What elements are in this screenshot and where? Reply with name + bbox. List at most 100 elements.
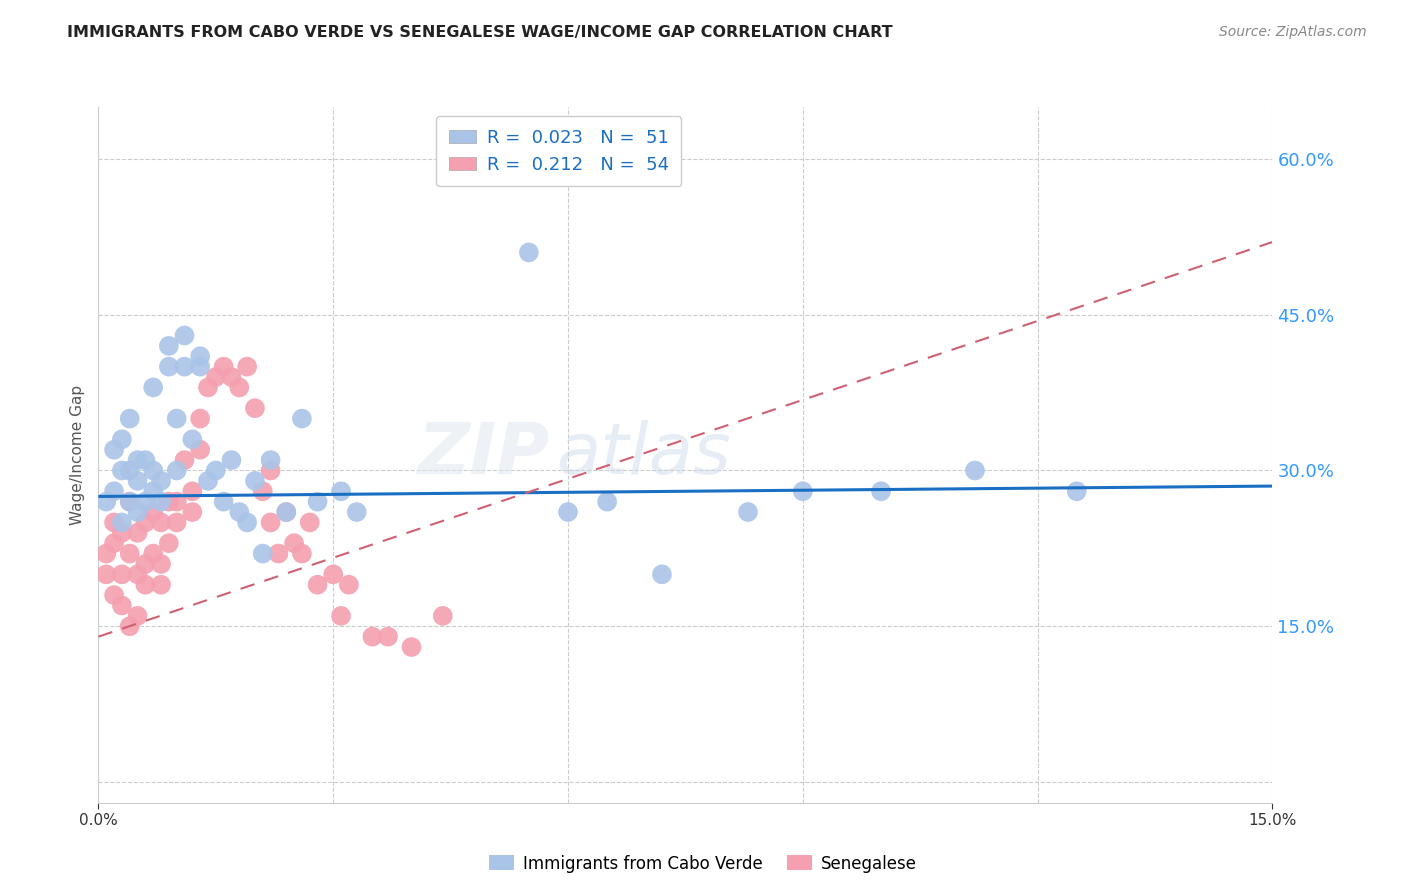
Point bbox=[111, 599, 134, 613]
Point bbox=[127, 505, 149, 519]
Point bbox=[517, 245, 540, 260]
Point bbox=[142, 380, 165, 394]
Point bbox=[737, 505, 759, 519]
Point bbox=[307, 578, 329, 592]
Text: IMMIGRANTS FROM CABO VERDE VS SENEGALESE WAGE/INCOME GAP CORRELATION CHART: IMMIGRANTS FROM CABO VERDE VS SENEGALESE… bbox=[67, 25, 893, 40]
Point bbox=[188, 442, 211, 457]
Point bbox=[173, 453, 195, 467]
Point bbox=[259, 516, 281, 530]
Point bbox=[142, 463, 165, 477]
Legend: Immigrants from Cabo Verde, Senegalese: Immigrants from Cabo Verde, Senegalese bbox=[482, 848, 924, 880]
Point bbox=[792, 484, 814, 499]
Point bbox=[127, 474, 149, 488]
Point bbox=[118, 619, 141, 633]
Point bbox=[212, 494, 235, 508]
Point bbox=[103, 484, 125, 499]
Point bbox=[142, 484, 165, 499]
Point bbox=[361, 630, 384, 644]
Point bbox=[142, 547, 165, 561]
Point bbox=[322, 567, 344, 582]
Point bbox=[118, 411, 141, 425]
Point bbox=[127, 608, 149, 623]
Point bbox=[377, 630, 399, 644]
Point bbox=[205, 463, 228, 477]
Point bbox=[557, 505, 579, 519]
Point bbox=[157, 536, 180, 550]
Text: Source: ZipAtlas.com: Source: ZipAtlas.com bbox=[1219, 25, 1367, 39]
Point bbox=[166, 494, 188, 508]
Point bbox=[330, 484, 353, 499]
Point bbox=[166, 516, 188, 530]
Point bbox=[236, 359, 259, 374]
Point bbox=[111, 516, 134, 530]
Point bbox=[150, 557, 173, 571]
Point bbox=[307, 494, 329, 508]
Point bbox=[157, 494, 180, 508]
Point bbox=[228, 505, 250, 519]
Point bbox=[267, 547, 290, 561]
Point bbox=[330, 608, 353, 623]
Point bbox=[291, 411, 314, 425]
Point bbox=[134, 516, 156, 530]
Point bbox=[96, 567, 118, 582]
Point bbox=[212, 359, 235, 374]
Point bbox=[103, 536, 125, 550]
Point bbox=[134, 453, 156, 467]
Point bbox=[651, 567, 673, 582]
Point bbox=[188, 349, 211, 363]
Point bbox=[142, 505, 165, 519]
Point bbox=[127, 567, 149, 582]
Point bbox=[243, 401, 266, 416]
Point bbox=[346, 505, 368, 519]
Point bbox=[150, 516, 173, 530]
Point bbox=[197, 474, 219, 488]
Point bbox=[188, 411, 211, 425]
Point bbox=[221, 453, 243, 467]
Point bbox=[870, 484, 893, 499]
Point bbox=[276, 505, 298, 519]
Point bbox=[291, 547, 314, 561]
Point bbox=[432, 608, 454, 623]
Point bbox=[118, 494, 141, 508]
Point bbox=[150, 474, 173, 488]
Point bbox=[236, 516, 259, 530]
Point bbox=[252, 547, 274, 561]
Point bbox=[243, 474, 266, 488]
Point bbox=[134, 578, 156, 592]
Legend: R =  0.023   N =  51, R =  0.212   N =  54: R = 0.023 N = 51, R = 0.212 N = 54 bbox=[436, 116, 682, 186]
Point bbox=[166, 411, 188, 425]
Point bbox=[134, 557, 156, 571]
Point bbox=[134, 494, 156, 508]
Y-axis label: Wage/Income Gap: Wage/Income Gap bbox=[70, 384, 86, 525]
Text: atlas: atlas bbox=[557, 420, 731, 490]
Point bbox=[181, 433, 204, 447]
Point bbox=[96, 494, 118, 508]
Point bbox=[173, 359, 195, 374]
Point bbox=[103, 442, 125, 457]
Point bbox=[150, 578, 173, 592]
Point bbox=[127, 525, 149, 540]
Point bbox=[401, 640, 423, 654]
Point bbox=[118, 463, 141, 477]
Point bbox=[276, 505, 298, 519]
Point bbox=[197, 380, 219, 394]
Point bbox=[181, 484, 204, 499]
Point bbox=[157, 359, 180, 374]
Point bbox=[111, 525, 134, 540]
Point bbox=[181, 505, 204, 519]
Point bbox=[118, 547, 141, 561]
Point bbox=[221, 370, 243, 384]
Point bbox=[150, 494, 173, 508]
Point bbox=[166, 463, 188, 477]
Point bbox=[205, 370, 228, 384]
Point bbox=[111, 567, 134, 582]
Point bbox=[963, 463, 986, 477]
Text: ZIP: ZIP bbox=[418, 420, 550, 490]
Point bbox=[596, 494, 619, 508]
Point bbox=[259, 463, 281, 477]
Point bbox=[173, 328, 195, 343]
Point bbox=[337, 578, 360, 592]
Point bbox=[157, 339, 180, 353]
Point bbox=[127, 453, 149, 467]
Point bbox=[228, 380, 250, 394]
